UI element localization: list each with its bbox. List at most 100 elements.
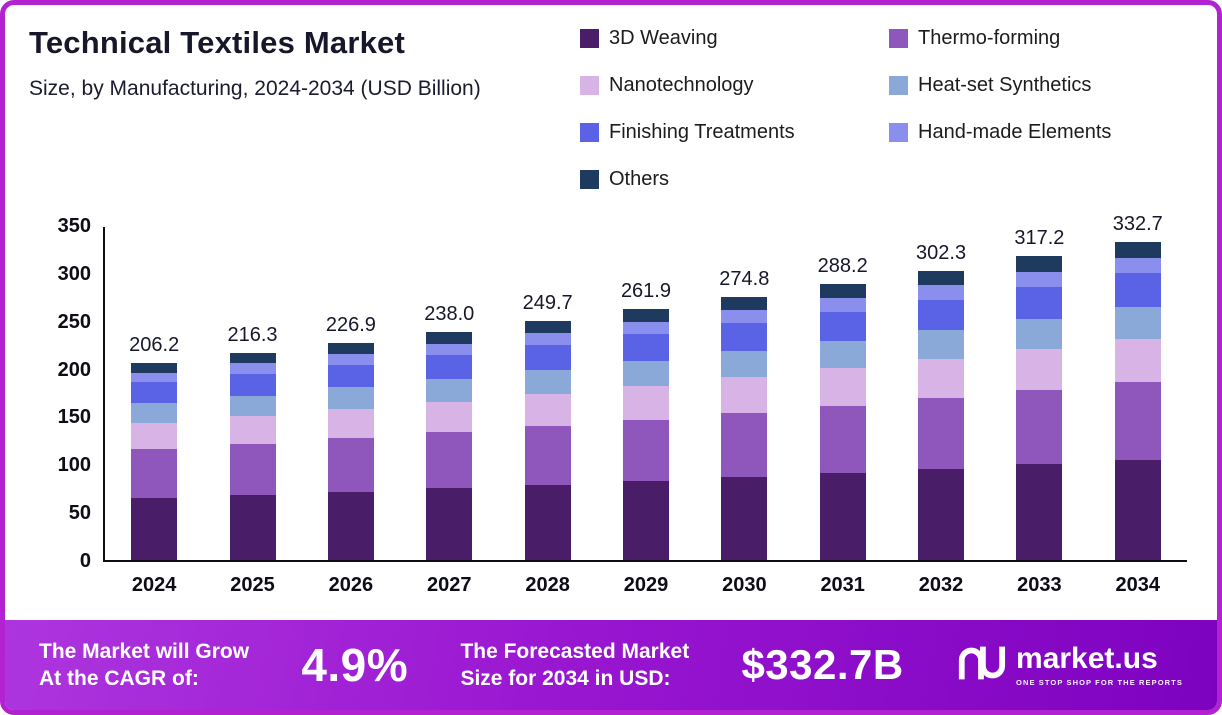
bar-segment-thermo-forming — [1114, 381, 1161, 460]
bar-segment-3d-weaving — [819, 473, 866, 560]
bar-segment-hand-made-elements — [131, 372, 178, 383]
x-axis-label: 2024 — [131, 574, 177, 596]
bar-column-2024: 206.2 — [105, 334, 203, 560]
bar-total-label: 249.7 — [522, 292, 573, 315]
bar-segment-thermo-forming — [622, 419, 669, 482]
bar-segment-hand-made-elements — [524, 332, 571, 345]
y-axis-tick-label: 200 — [57, 358, 91, 381]
bar-segment-hand-made-elements — [327, 353, 374, 365]
bar-segment-3d-weaving — [524, 484, 571, 560]
bar-segment-nanotechnology — [229, 416, 276, 445]
legend-item-hand-made-elements: Hand-made Elements — [889, 121, 1189, 144]
stacked-bar — [131, 362, 178, 560]
legend-swatch-icon — [889, 123, 908, 142]
bar-column-2028: 249.7 — [498, 292, 596, 560]
bar-segment-finishing-treatments — [622, 334, 669, 361]
legend: 3D Weaving Thermo-forming Nanotechnology He… — [580, 27, 1189, 191]
legend-item-thermo-forming: Thermo-forming — [889, 27, 1189, 50]
x-axis-label: 2034 — [1115, 574, 1161, 596]
x-axis: 2024 2025 2026 2027 2028 2029 2030 2031 2032 2033… — [105, 562, 1187, 597]
bar-segment-3d-weaving — [721, 477, 768, 560]
bar-segment-thermo-forming — [721, 412, 768, 478]
bar-segment-thermo-forming — [819, 405, 866, 474]
bar-segment-finishing-treatments — [524, 344, 571, 370]
bar-total-label: 226.9 — [325, 313, 376, 336]
y-axis-tick-label: 150 — [57, 406, 91, 429]
legend-item-heat-set-synthetics: Heat-set Synthetics — [889, 74, 1189, 97]
bar-segment-finishing-treatments — [426, 355, 473, 379]
bar-column-2027: 238.0 — [400, 303, 498, 560]
bar-segment-nanotechnology — [1016, 349, 1063, 391]
x-axis-label: 2033 — [1017, 574, 1062, 596]
bar-segment-others — [918, 270, 965, 286]
bottom-banner: The Market will Grow At the CAGR of: 4.9… — [5, 620, 1217, 710]
bar-segment-finishing-treatments — [131, 382, 178, 404]
stacked-bar — [327, 342, 374, 560]
bar-segment-heat-set-synthetics — [819, 340, 866, 369]
x-axis-label: 2029 — [623, 574, 669, 596]
x-axis-label: 2027 — [427, 574, 472, 596]
stacked-bar — [1016, 256, 1063, 560]
legend-label: Thermo-forming — [918, 27, 1061, 49]
bar-segment-nanotechnology — [918, 358, 965, 398]
cagr-label: The Market will Grow At the CAGR of: — [39, 638, 249, 693]
stacked-bar — [918, 270, 965, 560]
legend-label: Heat-set Synthetics — [918, 74, 1092, 96]
x-axis-label: 2031 — [820, 574, 865, 596]
bar-segment-3d-weaving — [918, 468, 965, 560]
cagr-value: 4.9% — [301, 639, 409, 691]
forecast-value: $332.7B — [741, 641, 904, 688]
bar-segment-heat-set-synthetics — [131, 403, 178, 423]
bar-segment-heat-set-synthetics — [918, 330, 965, 359]
bar-column-2033: 317.2 — [990, 227, 1088, 560]
stacked-bar — [426, 332, 473, 560]
legend-swatch-icon — [889, 76, 908, 95]
legend-label: Others — [609, 168, 670, 190]
bar-column-2031: 288.2 — [794, 255, 892, 560]
bar-segment-heat-set-synthetics — [524, 369, 571, 394]
bar-segment-hand-made-elements — [1016, 271, 1063, 287]
bar-column-2029: 261.9 — [597, 280, 695, 560]
bar-segment-nanotechnology — [819, 368, 866, 406]
bar-segment-others — [131, 362, 178, 373]
bar-segment-hand-made-elements — [1114, 257, 1161, 274]
title-block: Technical Textiles Market Size, by Manuf… — [29, 25, 481, 101]
forecast-label-line1: The Forecasted Market — [460, 639, 690, 663]
y-axis-tick-label: 250 — [57, 310, 91, 333]
bar-segment-heat-set-synthetics — [229, 395, 276, 417]
bar-segment-finishing-treatments — [819, 311, 866, 341]
bar-segment-thermo-forming — [131, 449, 178, 498]
forecast-label-line2: Size for 2034 in USD: — [460, 667, 671, 690]
bar-segment-nanotechnology — [131, 422, 178, 450]
bar-segment-3d-weaving — [131, 497, 178, 560]
legend-swatch-icon — [580, 29, 599, 48]
x-axis-label: 2026 — [328, 574, 374, 596]
bar-segment-others — [524, 321, 571, 333]
bar-total-label: 206.2 — [129, 333, 180, 356]
x-axis-label: 2030 — [722, 574, 767, 596]
cagr-label-line1: The Market will Grow — [39, 639, 250, 663]
header: Technical Textiles Market Size, by Manuf… — [5, 5, 1217, 191]
bar-segment-nanotechnology — [622, 385, 669, 420]
bar-segment-3d-weaving — [426, 488, 473, 560]
bar-segment-3d-weaving — [622, 481, 669, 560]
y-axis-tick-label: 0 — [79, 550, 91, 572]
bar-segment-thermo-forming — [1016, 390, 1063, 465]
bar-total-label: 317.2 — [1014, 227, 1065, 250]
bar-segment-nanotechnology — [524, 393, 571, 427]
bar-segment-3d-weaving — [1114, 459, 1161, 560]
bar-total-label: 332.7 — [1112, 212, 1163, 235]
bar-segment-hand-made-elements — [819, 297, 866, 312]
bar-segment-hand-made-elements — [918, 285, 965, 300]
bar-segment-hand-made-elements — [622, 321, 669, 335]
forecast-label: The Forecasted Market Size for 2034 in U… — [460, 638, 689, 693]
bar-segment-others — [1016, 256, 1063, 272]
cagr-label-line2: At the CAGR of: — [39, 667, 199, 690]
legend-item-others: Others — [580, 168, 875, 191]
bar-segment-finishing-treatments — [229, 373, 276, 396]
brand-name: market.us — [1016, 641, 1158, 675]
legend-item-finishing-treatments: Finishing Treatments — [580, 121, 875, 144]
legend-item-nanotechnology: Nanotechnology — [580, 74, 875, 97]
y-axis-tick-label: 350 — [57, 215, 91, 237]
